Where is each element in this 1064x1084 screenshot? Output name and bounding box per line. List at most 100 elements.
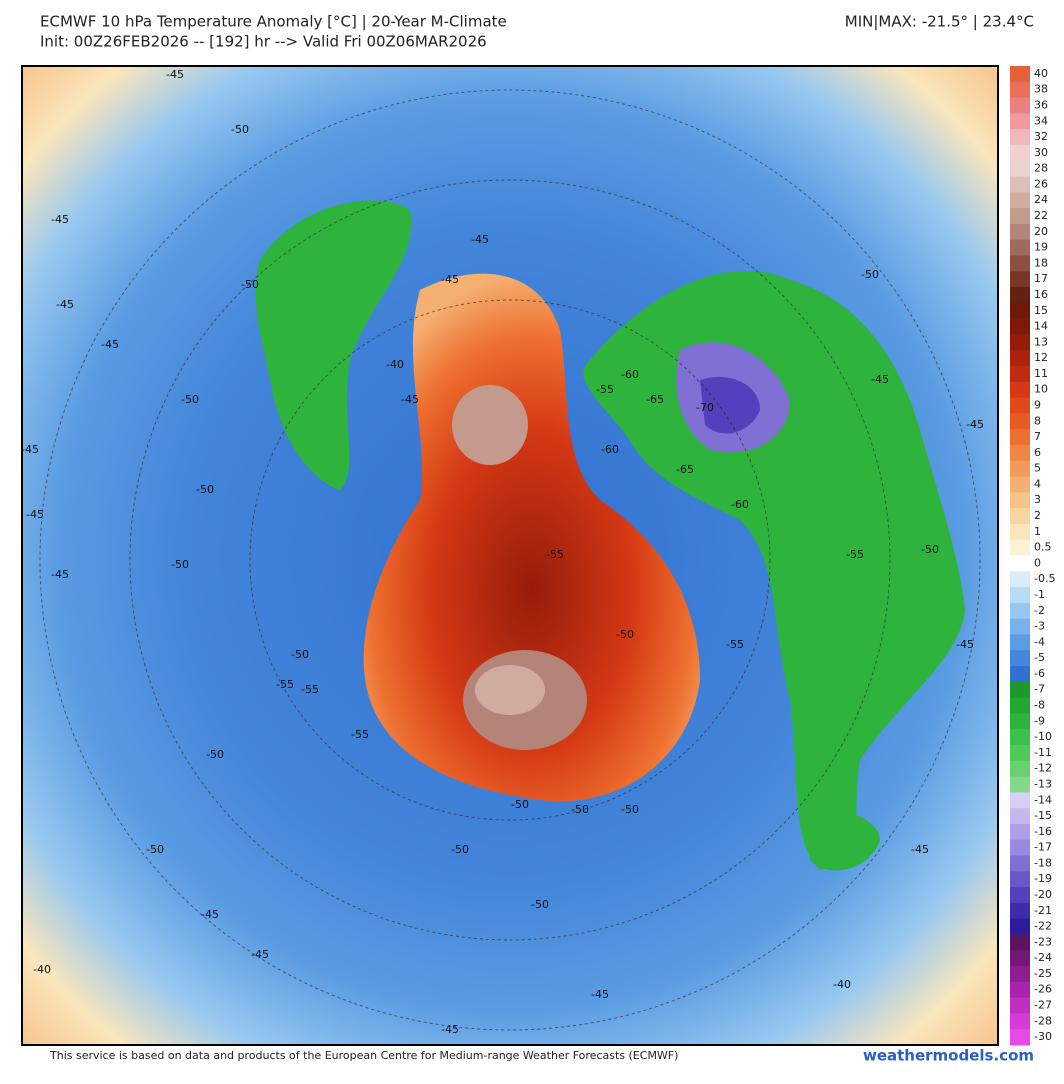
contour-label: -45 — [51, 213, 69, 226]
colorbar-swatch — [1010, 508, 1030, 525]
colorbar-label: -27 — [1034, 999, 1052, 1012]
colorbar-swatch — [1010, 776, 1030, 793]
colorbar-swatch — [1010, 950, 1030, 967]
colorbar-swatch — [1010, 539, 1030, 556]
colorbar-swatch — [1010, 918, 1030, 935]
contour-label: -45 — [911, 843, 929, 856]
colorbar-label: 40 — [1034, 67, 1048, 80]
colorbar-swatch — [1010, 713, 1030, 730]
contour-label: -50 — [861, 268, 879, 281]
contour-label: -50 — [531, 898, 549, 911]
contour-label: -55 — [351, 728, 369, 741]
colorbar-label: 28 — [1034, 162, 1048, 175]
colorbar-swatch — [1010, 381, 1030, 399]
colorbar-swatch — [1010, 744, 1030, 762]
contour-label: -40 — [386, 358, 404, 371]
green-region — [810, 811, 880, 871]
colorbar-label: 19 — [1034, 241, 1048, 254]
colorbar-label: -10 — [1034, 730, 1052, 743]
colorbar-swatch — [1010, 113, 1030, 130]
contour-label: -45 — [201, 908, 219, 921]
green-region — [583, 271, 965, 870]
colorbar-swatch — [1010, 855, 1030, 872]
contour-label: -45 — [251, 948, 269, 961]
purple-core — [700, 376, 760, 434]
colorbar-label: -8 — [1034, 699, 1045, 712]
colorbar-label: -1 — [1034, 588, 1045, 601]
contour-label: -50 — [206, 748, 224, 761]
contour-label: -45 — [101, 338, 119, 351]
colorbar-label: 20 — [1034, 225, 1048, 238]
contour-label: -45 — [591, 988, 609, 1001]
contour-label: -45 — [441, 273, 459, 286]
colorbar-label: 34 — [1034, 114, 1048, 127]
colorbar-swatch — [1010, 287, 1030, 304]
title: ECMWF 10 hPa Temperature Anomaly [°C] | … — [40, 13, 507, 31]
contour-labels: -45 -50 -45 -50 -45 -45 -50 -45 -50 -45 -45 -50 -45 -… — [21, 68, 984, 1036]
colorbar-label: 18 — [1034, 256, 1048, 269]
contour-label: -50 — [921, 543, 939, 556]
colorbar-label: -21 — [1034, 904, 1052, 917]
colorbar-label: -15 — [1034, 809, 1052, 822]
colorbar-label: 32 — [1034, 130, 1048, 143]
colorbar-swatch — [1010, 729, 1030, 746]
colorbar-label: -30 — [1034, 1030, 1052, 1043]
contour-label: -45 — [166, 68, 184, 81]
colorbar-swatch — [1010, 366, 1030, 383]
contour-label: -50 — [241, 278, 259, 291]
colorbar-swatch — [1010, 902, 1030, 920]
contour-label: -45 — [966, 418, 984, 431]
colorbar-label: 4 — [1034, 477, 1041, 490]
contour-line — [129, 179, 891, 941]
contour-label: -50 — [621, 803, 639, 816]
subtitle: Init: 00Z26FEB2026 -- [192] hr --> Valid… — [40, 33, 487, 51]
colorbar-label: 8 — [1034, 414, 1041, 427]
colorbar-label: 0.5 — [1034, 541, 1052, 554]
colorbar-label: 12 — [1034, 351, 1048, 364]
contour-label: -45 — [56, 298, 74, 311]
colorbar-swatch — [1010, 981, 1030, 999]
colorbar-label: 6 — [1034, 446, 1041, 459]
colorbar-label: -7 — [1034, 683, 1045, 696]
colorbar-label: -26 — [1034, 983, 1052, 996]
colorbar-swatch — [1010, 271, 1030, 288]
contour-label: -50 — [196, 483, 214, 496]
contour-label: -50 — [291, 648, 309, 661]
colorbar-swatch — [1010, 1013, 1030, 1030]
contour-label: -55 — [276, 678, 294, 691]
colorbar-swatch — [1010, 966, 1030, 983]
colorbar-label: -6 — [1034, 667, 1045, 680]
colorbar-label: 22 — [1034, 209, 1048, 222]
colorbar-swatch — [1010, 239, 1030, 256]
contour-label: -45 — [956, 638, 974, 651]
colorbar-label: -24 — [1034, 951, 1052, 964]
colorbar-swatch — [1010, 444, 1030, 462]
colorbar-label: 17 — [1034, 272, 1048, 285]
contour-label: -45 — [21, 443, 39, 456]
colorbar-label: -14 — [1034, 793, 1052, 806]
brown-core — [452, 385, 528, 465]
contour-label: -45 — [871, 373, 889, 386]
colorbar-label: -0.5 — [1034, 572, 1055, 585]
colorbar: 4038363432302826242220191817161514131211… — [1010, 66, 1055, 1046]
colorbar-swatch — [1010, 66, 1030, 83]
colorbar-label: -2 — [1034, 604, 1045, 617]
colorbar-swatch — [1010, 318, 1030, 335]
colorbar-label: 0 — [1034, 556, 1041, 569]
contour-label: -55 — [546, 548, 564, 561]
colorbar-label: -4 — [1034, 635, 1045, 648]
colorbar-swatch — [1010, 192, 1030, 209]
colorbar-swatch — [1010, 460, 1030, 478]
colorbar-swatch — [1010, 129, 1030, 146]
contour-label: -55 — [846, 548, 864, 561]
colorbar-swatch — [1010, 1029, 1030, 1046]
colorbar-swatch — [1010, 350, 1030, 367]
contour-line — [39, 89, 981, 1031]
colorbar-swatch — [1010, 176, 1030, 193]
contour-label: -50 — [451, 843, 469, 856]
colorbar-swatch — [1010, 334, 1030, 351]
contour-label: -50 — [171, 558, 189, 571]
colorbar-swatch — [1010, 160, 1030, 178]
colorbar-label: -19 — [1034, 872, 1052, 885]
colorbar-swatch — [1010, 523, 1030, 541]
